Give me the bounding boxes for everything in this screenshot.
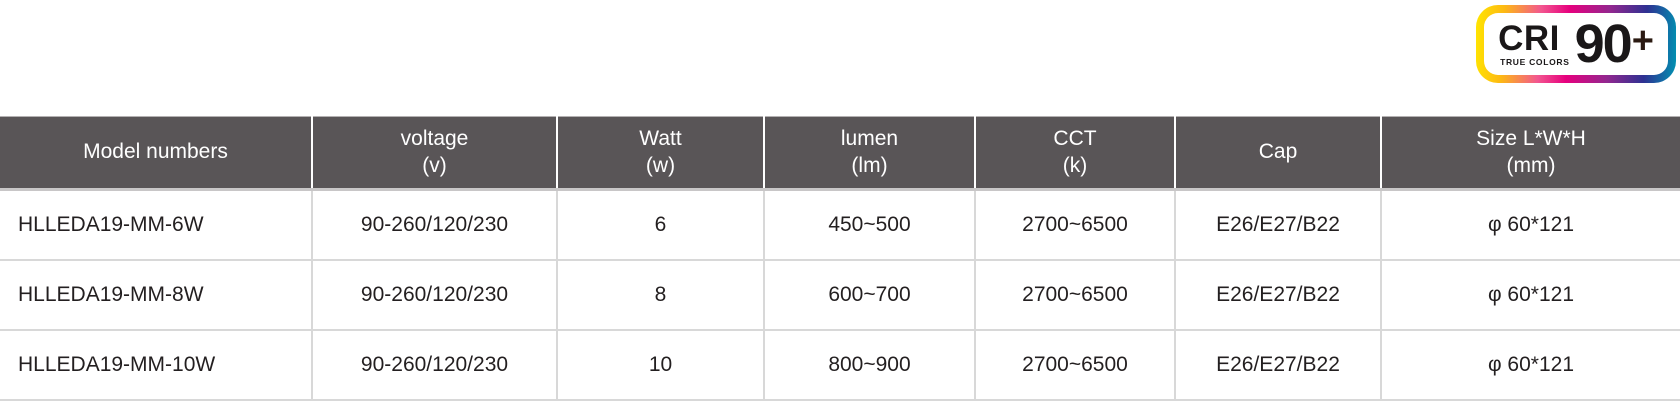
cell-size: φ 60*121 [1381, 189, 1680, 261]
cri-label-block: CRI TRUE COLORS [1498, 21, 1570, 67]
table-body: HLLEDA19-MM-6W 90-260/120/230 6 450~500 … [0, 189, 1680, 401]
cell-lumen: 600~700 [764, 260, 976, 331]
column-header-voltage: voltage (v) [312, 116, 558, 191]
column-header-lumen: lumen (lm) [764, 116, 976, 191]
header-label: CCT [1053, 127, 1097, 151]
cri-label: CRI [1498, 19, 1560, 59]
table-header: Model numbers voltage (v) Watt (w) lumen… [0, 116, 1680, 191]
cri-value: 90 [1574, 14, 1633, 74]
cell-lumen: 800~900 [764, 330, 976, 401]
header-label: Model numbers [83, 140, 228, 164]
header-label: lumen [840, 127, 899, 151]
cell-lumen: 450~500 [764, 189, 976, 261]
cell-cct: 2700~6500 [975, 189, 1176, 261]
cell-voltage: 90-260/120/230 [312, 260, 558, 331]
column-header-size: Size L*W*H (mm) [1381, 116, 1680, 191]
column-header-watt: Watt (w) [557, 116, 765, 191]
header-row: Model numbers voltage (v) Watt (w) lumen… [0, 116, 1680, 191]
cell-model: HLLEDA19-MM-10W [0, 330, 313, 401]
header-label: Size L*W*H [1476, 127, 1586, 151]
header-label: Watt [639, 127, 682, 151]
table-row: HLLEDA19-MM-10W 90-260/120/230 10 800~90… [0, 330, 1680, 401]
header-unit: (k) [1062, 153, 1088, 177]
product-spec-table: Model numbers voltage (v) Watt (w) lumen… [0, 116, 1680, 401]
cell-cap: E26/E27/B22 [1175, 189, 1382, 261]
header-unit: (v) [422, 153, 447, 177]
table-row: HLLEDA19-MM-8W 90-260/120/230 8 600~700 … [0, 260, 1680, 331]
cell-voltage: 90-260/120/230 [312, 330, 558, 401]
cell-watt: 8 [557, 260, 765, 331]
column-header-cct: CCT (k) [975, 116, 1176, 191]
cell-cap: E26/E27/B22 [1175, 330, 1382, 401]
cell-model: HLLEDA19-MM-8W [0, 260, 313, 331]
cell-cap: E26/E27/B22 [1175, 260, 1382, 331]
cell-size: φ 60*121 [1381, 330, 1680, 401]
table-row: HLLEDA19-MM-6W 90-260/120/230 6 450~500 … [0, 189, 1680, 261]
cri-rating-badge: CRI TRUE COLORS 90 + [1476, 5, 1676, 83]
cell-watt: 10 [557, 330, 765, 401]
header-label: voltage [400, 127, 469, 151]
cri-badge-inner: CRI TRUE COLORS 90 + [1484, 13, 1668, 75]
cell-watt: 6 [557, 189, 765, 261]
column-header-cap: Cap [1175, 116, 1382, 191]
header-unit: (lm) [851, 153, 888, 177]
cell-model: HLLEDA19-MM-6W [0, 189, 313, 261]
cell-voltage: 90-260/120/230 [312, 189, 558, 261]
header-label: Cap [1258, 140, 1298, 164]
cell-cct: 2700~6500 [975, 260, 1176, 331]
plus-sign: + [1631, 20, 1654, 62]
cell-cct: 2700~6500 [975, 330, 1176, 401]
header-unit: (w) [645, 153, 676, 177]
header-unit: (mm) [1506, 153, 1556, 177]
column-header-model: Model numbers [0, 116, 313, 191]
cell-size: φ 60*121 [1381, 260, 1680, 331]
cri-subtitle: TRUE COLORS [1500, 57, 1570, 68]
